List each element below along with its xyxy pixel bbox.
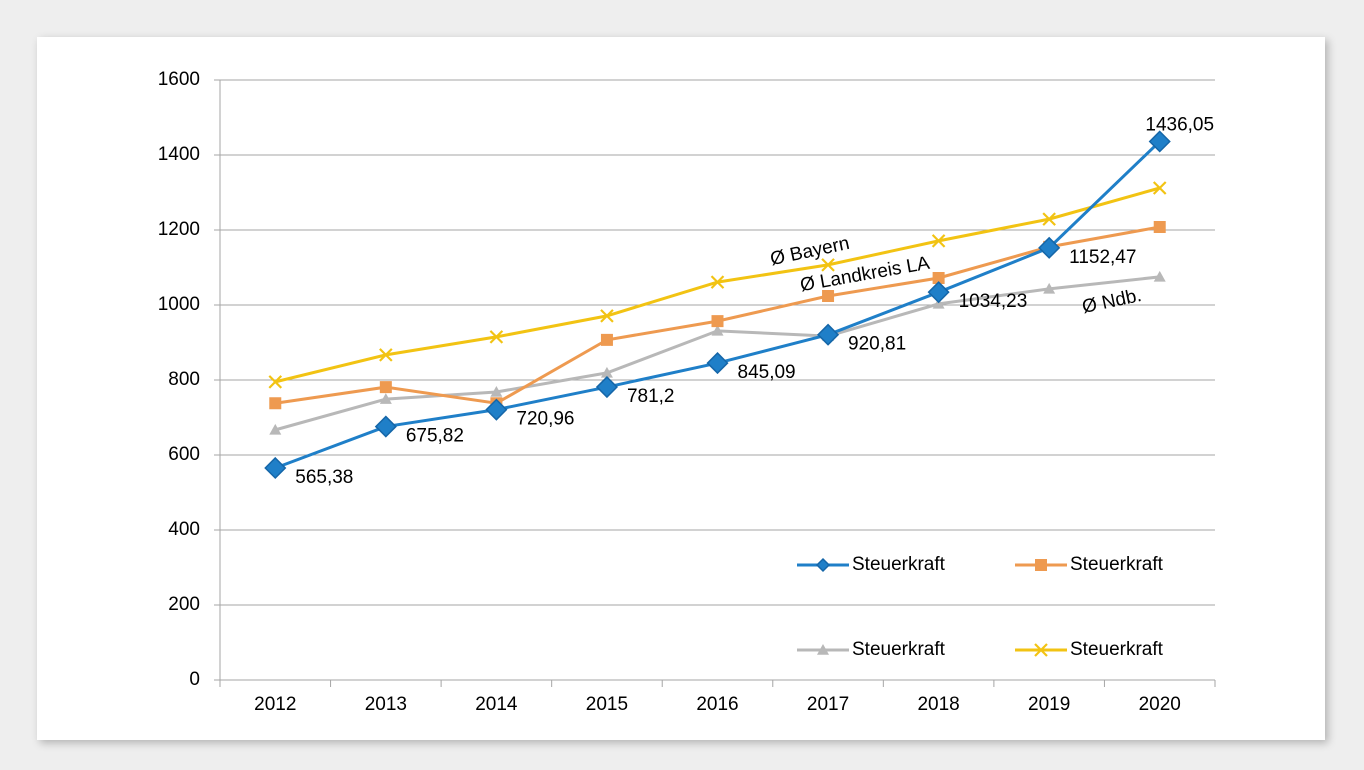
marker [595,375,619,399]
marker [1035,559,1047,571]
marker [489,330,504,344]
marker [379,348,393,362]
data-label: 1152,47 [1069,247,1136,268]
y-tick-label: 1200 [158,219,200,240]
x-tick-label: 2018 [917,694,959,715]
marker [710,275,725,289]
y-tick-label: 400 [168,519,200,540]
data-label: 920,81 [848,334,906,355]
marker [269,397,282,410]
marker [1153,221,1166,233]
y-tick-label: 0 [189,669,200,690]
legend-label: Steuerkraft [1070,639,1164,660]
y-tick-label: 1400 [158,144,200,165]
marker [600,309,614,323]
marker [600,333,613,346]
y-tick-label: 600 [168,444,200,465]
marker [1034,643,1048,657]
marker [264,456,287,480]
data-label: 1436,05 [1145,114,1214,135]
marker [379,381,392,394]
marker [815,557,831,573]
marker [932,272,945,284]
y-tick-label: 1000 [158,294,200,315]
x-tick-label: 2013 [365,694,407,715]
data-label: 565,38 [295,467,353,488]
marker [927,281,950,304]
data-label: 781,2 [627,386,675,407]
marker [600,366,613,378]
x-tick-label: 2014 [475,694,518,715]
marker [1148,130,1171,153]
marker [822,290,835,302]
data-label: 1034,23 [959,291,1028,312]
annotation: Ø Ndb. [1080,285,1143,318]
marker [1042,212,1056,226]
marker [379,393,392,404]
x-tick-label: 2012 [254,694,296,715]
x-tick-label: 2017 [807,694,849,715]
marker [932,297,945,309]
marker [1152,181,1167,195]
legend-label: Steuerkraft [1070,554,1164,575]
x-tick-label: 2020 [1139,694,1181,715]
data-label: 720,96 [516,409,574,430]
marker [711,315,724,328]
marker [931,234,946,248]
x-tick-label: 2015 [586,694,628,715]
marker [711,324,724,336]
x-tick-label: 2016 [696,694,738,715]
marker [817,644,829,655]
y-tick-label: 1600 [158,69,200,90]
marker [816,323,840,346]
marker [485,398,508,421]
marker [821,258,835,272]
marker [268,375,283,389]
y-tick-label: 200 [168,594,200,615]
marker [706,352,729,375]
legend-label: Steuerkraft [852,554,946,575]
marker [1153,270,1166,282]
marker [1038,236,1061,259]
marker [269,423,282,435]
marker [490,386,503,397]
chart-panel [37,37,1325,740]
data-label: 845,09 [738,362,796,383]
annotation: Ø Bayern [768,233,851,270]
legend-label: Steuerkraft [852,639,946,660]
x-tick-label: 2019 [1028,694,1070,715]
data-label: 675,82 [406,426,464,447]
marker [374,415,397,438]
y-tick-label: 800 [168,369,200,390]
marker [1043,282,1056,294]
